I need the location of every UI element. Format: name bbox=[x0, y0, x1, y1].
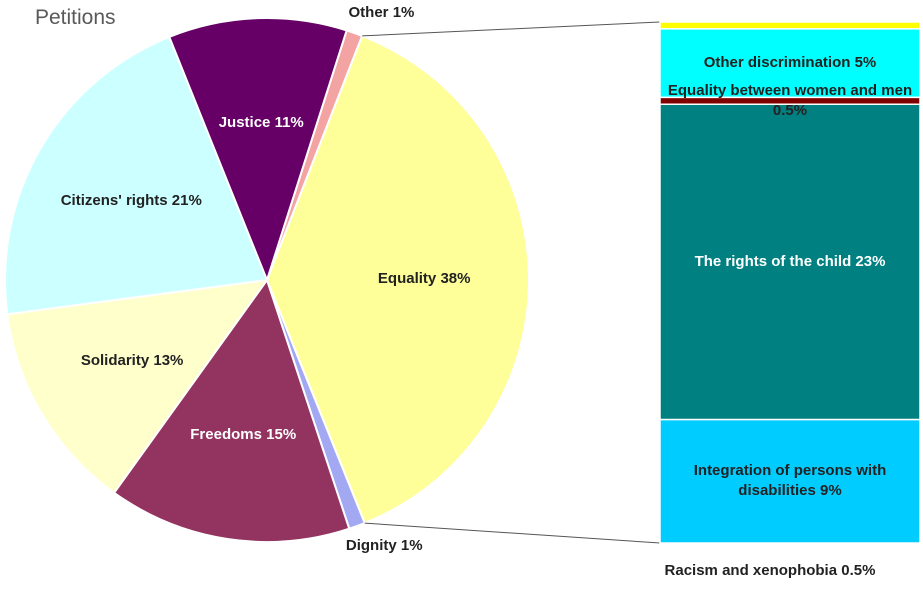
slice-label: Solidarity 13% bbox=[81, 351, 184, 371]
bar-value: 5% bbox=[854, 54, 877, 72]
slice-label: Justice 11% bbox=[219, 113, 304, 133]
slice-value: 1% bbox=[400, 536, 423, 554]
slice-value: 21% bbox=[171, 191, 202, 209]
pie-slice bbox=[167, 17, 348, 283]
slice-label: Freedoms 15% bbox=[190, 425, 296, 445]
connector bbox=[362, 21, 661, 37]
bar-value: 0.5% bbox=[772, 101, 808, 119]
slice-name: Justice bbox=[218, 113, 271, 131]
bar-label: Equality between women and men 0.5% bbox=[665, 81, 915, 121]
bar-label: Integration of persons with disabilities… bbox=[665, 461, 915, 501]
slice-name: Solidarity bbox=[80, 351, 150, 369]
slice-name: Other bbox=[348, 4, 389, 22]
pie-slice bbox=[112, 277, 351, 543]
bar-name: Other discrimination bbox=[703, 54, 851, 72]
bar-label: Other discrimination 5% bbox=[665, 53, 915, 73]
bar-value: 0.5% bbox=[841, 562, 876, 579]
slice-value: 38% bbox=[440, 270, 471, 288]
slice-value: 1% bbox=[392, 4, 415, 22]
slice-label: Dignity 1% bbox=[346, 536, 423, 556]
pie-slice bbox=[265, 34, 530, 525]
slice-value: 15% bbox=[266, 426, 297, 444]
bar-label: Racism and xenophobia 0.5% bbox=[645, 561, 895, 581]
chart-title: Petitions bbox=[35, 6, 116, 29]
slice-label: Other 1% bbox=[349, 3, 415, 23]
bar-name: Racism and xenophobia bbox=[664, 562, 838, 579]
slice-name: Freedoms bbox=[190, 426, 262, 444]
slice-name: Dignity bbox=[345, 536, 397, 554]
pie-slice bbox=[4, 35, 269, 316]
bar-value: 9% bbox=[820, 482, 842, 500]
bar-name: Equality between women and men bbox=[667, 81, 913, 99]
pie-slice bbox=[6, 278, 270, 495]
connector bbox=[364, 522, 661, 544]
bar-label: The rights of the child 23% bbox=[665, 252, 915, 272]
bar-segment bbox=[659, 21, 921, 30]
slice-value: 13% bbox=[153, 351, 184, 369]
bar-segment bbox=[659, 103, 921, 421]
bar-segment bbox=[659, 418, 921, 544]
bar-name: Integration of persons with disabilities bbox=[693, 462, 887, 500]
bar-value: 23% bbox=[855, 252, 886, 270]
slice-label: Citizens' rights 21% bbox=[61, 191, 202, 211]
bar-name: The rights of the child bbox=[694, 252, 852, 270]
slice-value: 11% bbox=[274, 113, 304, 131]
slice-label: Equality 38% bbox=[378, 269, 471, 289]
slice-name: Citizens' rights bbox=[60, 191, 168, 209]
slice-name: Equality bbox=[377, 270, 437, 288]
